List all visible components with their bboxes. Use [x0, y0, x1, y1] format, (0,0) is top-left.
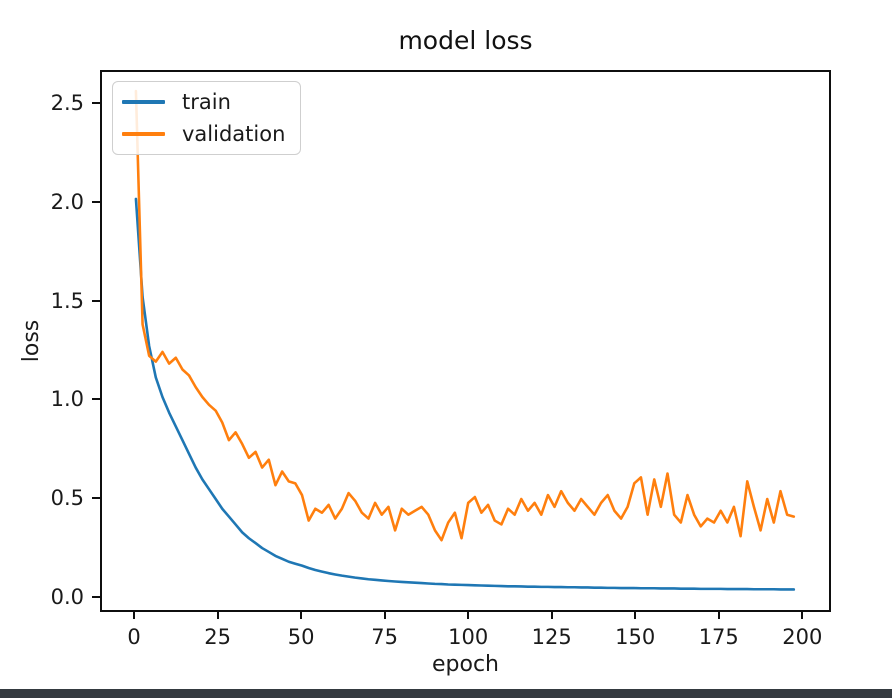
y-tick-label: 0.5	[50, 486, 84, 511]
x-tick-label: 150	[615, 625, 656, 649]
y-tick-mark	[92, 398, 100, 401]
x-tick-label: 200	[782, 625, 823, 649]
x-tick-mark	[550, 612, 553, 619]
chart-title: model loss	[398, 26, 533, 55]
x-axis-label: epoch	[432, 652, 499, 677]
y-tick-mark	[92, 101, 100, 104]
y-tick-mark	[92, 200, 100, 203]
plot-area: train validation	[100, 70, 831, 612]
train-line-sample	[122, 100, 165, 104]
legend-entry-validation: validation	[122, 119, 285, 149]
y-tick-mark	[92, 595, 100, 598]
y-tick-label: 0.0	[50, 584, 84, 609]
series-line-validation	[134, 89, 796, 542]
x-tick-mark	[300, 612, 303, 619]
x-tick-mark	[467, 612, 470, 619]
x-tick-mark	[133, 612, 136, 619]
legend-entry-train: train	[122, 87, 285, 117]
x-tick-label: 25	[204, 625, 231, 649]
x-tick-label: 75	[371, 625, 398, 649]
x-tick-label: 175	[698, 625, 739, 649]
y-tick-mark	[92, 497, 100, 500]
x-tick-mark	[634, 612, 637, 619]
series-line-train	[134, 197, 796, 591]
x-tick-label: 50	[287, 625, 315, 649]
x-tick-label: 125	[531, 625, 572, 649]
y-tick-label: 2.5	[50, 90, 84, 115]
legend: train validation	[112, 81, 302, 155]
y-axis-label: loss	[19, 319, 44, 363]
y-tick-label: 2.0	[50, 189, 84, 214]
x-tick-mark	[383, 612, 386, 619]
y-tick-label: 1.5	[50, 288, 84, 313]
y-tick-mark	[92, 299, 100, 302]
x-tick-label: 100	[448, 625, 489, 649]
x-tick-mark	[216, 612, 219, 619]
bottom-window-edge	[0, 689, 892, 698]
x-tick-mark	[717, 612, 720, 619]
x-tick-label: 0	[127, 625, 141, 649]
legend-validation-label: validation	[182, 122, 286, 146]
y-tick-label: 1.0	[50, 387, 84, 412]
x-tick-mark	[801, 612, 804, 619]
legend-train-label: train	[182, 90, 231, 114]
validation-line-sample	[122, 132, 165, 136]
loss-curves-canvas	[134, 89, 796, 591]
